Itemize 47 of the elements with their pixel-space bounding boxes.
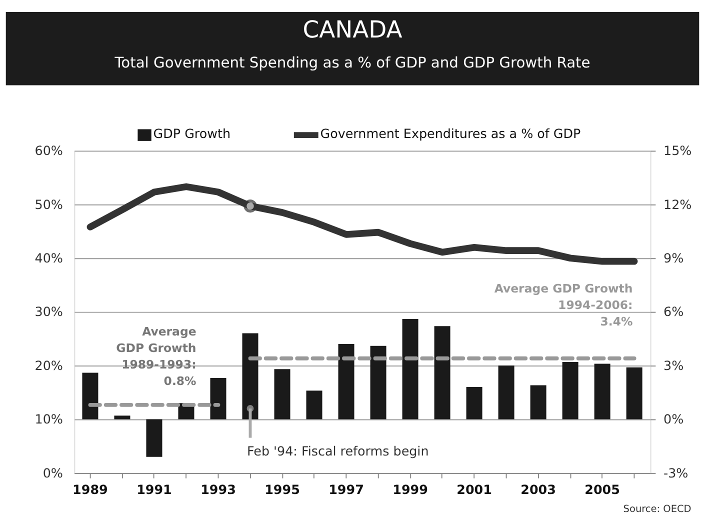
annotation: Feb '94: Fiscal reforms begin	[247, 443, 429, 458]
y2-tick-label: 9%	[664, 250, 684, 266]
y2-tick-label: 3%	[664, 358, 684, 373]
bar	[562, 362, 578, 420]
y-tick-label: 20%	[34, 358, 63, 373]
x-tick-label: 1993	[200, 482, 236, 497]
bar	[274, 369, 290, 420]
bar	[306, 390, 322, 420]
x-tick-label: 1991	[136, 482, 172, 497]
legend-label: Government Expenditures as a % of GDP	[320, 126, 582, 142]
y2-tick-label: 0%	[664, 412, 684, 427]
annotation: Average GDP Growth 1994-2006: 3.4%	[494, 281, 634, 328]
y-tick-label: 0%	[42, 465, 63, 480]
legend-label: GDP Growth	[153, 126, 231, 142]
chart-title: CANADA	[302, 15, 402, 44]
y2-tick-label: 12%	[664, 196, 692, 212]
x-tick-label: 1989	[72, 482, 108, 497]
bar	[434, 326, 450, 420]
bar	[114, 416, 130, 420]
bar	[210, 378, 226, 420]
y-tick-label: 40%	[34, 250, 63, 266]
y2-tick-label: 15%	[664, 143, 692, 158]
source-note: Source: OECD	[623, 504, 692, 515]
x-tick-label: 1995	[264, 482, 300, 497]
y-tick-label: 50%	[34, 196, 63, 212]
bar	[530, 385, 546, 420]
bar	[466, 387, 482, 420]
y-tick-label: 30%	[34, 304, 63, 320]
bar	[370, 346, 386, 420]
bar	[242, 333, 258, 420]
x-tick-label: 2003	[520, 482, 556, 497]
y-tick-label: 60%	[34, 143, 63, 158]
bar	[82, 372, 98, 420]
bar	[146, 419, 162, 457]
bar	[338, 344, 354, 420]
y-tick-label: 10%	[34, 412, 63, 427]
bar	[594, 364, 610, 420]
y2-tick-label: -3%	[664, 465, 688, 480]
bar	[498, 366, 514, 420]
x-tick-label: 2005	[584, 482, 620, 497]
chart-subtitle: Total Government Spending as a % of GDP and GDP Growth Rate	[114, 54, 590, 72]
x-tick-label: 1999	[392, 482, 428, 497]
bar	[626, 367, 642, 420]
bar	[402, 318, 418, 420]
x-tick-label: 1997	[328, 482, 364, 497]
y2-tick-label: 6%	[664, 304, 684, 320]
x-tick-label: 2001	[456, 482, 492, 497]
